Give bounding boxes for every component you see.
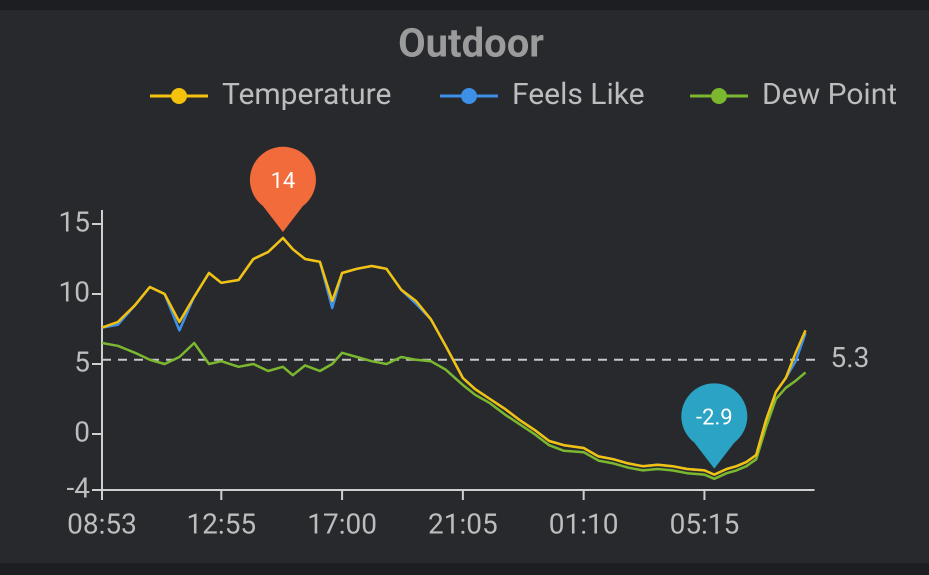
x-tick-label: 21:05 xyxy=(428,507,498,540)
pin xyxy=(249,146,316,232)
legend-marker xyxy=(461,88,477,104)
y-tick-label: -4 xyxy=(67,471,91,504)
series-line xyxy=(101,341,807,481)
pin-label: 14 xyxy=(271,169,296,194)
legend-label: Temperature xyxy=(222,77,391,112)
y-tick-label: 5 xyxy=(74,345,90,378)
pin-label: -2.9 xyxy=(696,405,733,430)
legend-label: Feels Like xyxy=(512,77,645,112)
y-tick-label: 10 xyxy=(59,275,90,308)
legend-marker xyxy=(711,88,727,104)
x-tick-label: 17:00 xyxy=(307,507,377,540)
y-tick-label: 0 xyxy=(74,415,90,448)
series-line xyxy=(101,236,807,476)
x-tick-label: 01:10 xyxy=(549,507,619,540)
y-tick-label: 15 xyxy=(59,205,90,238)
x-tick-label: 08:53 xyxy=(67,507,137,540)
x-tick-label: 12:55 xyxy=(186,507,256,540)
x-tick-label: 05:15 xyxy=(670,507,740,540)
chart-title: Outdoor xyxy=(398,20,544,67)
legend-label: Dew Point xyxy=(762,77,897,112)
legend-marker xyxy=(171,88,187,104)
pin xyxy=(681,383,748,469)
reference-label: 5.3 xyxy=(831,341,870,374)
